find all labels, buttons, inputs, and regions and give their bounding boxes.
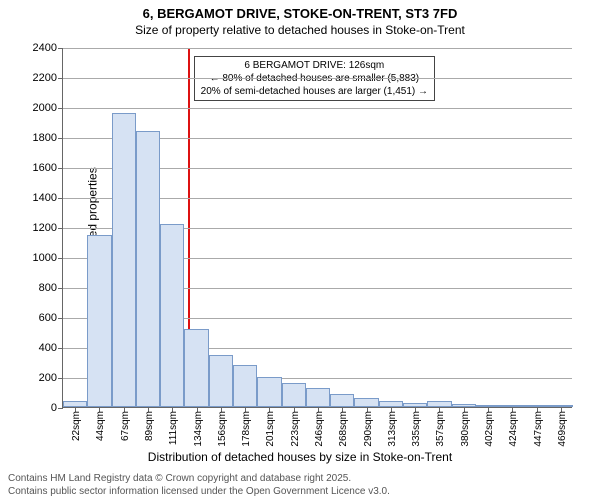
histogram-bar [160, 224, 184, 407]
xtick-label: 357sqm [435, 411, 446, 447]
ytick-mark [58, 288, 63, 289]
xtick-label: 313sqm [387, 411, 398, 447]
gridline [63, 48, 572, 49]
ytick-label: 1400 [33, 192, 57, 204]
annotation-line3: 20% of semi-detached houses are larger (… [201, 85, 428, 98]
xtick-label: 380sqm [460, 411, 471, 447]
title-block: 6, BERGAMOT DRIVE, STOKE-ON-TRENT, ST3 7… [0, 0, 600, 37]
xtick-label: 67sqm [120, 411, 131, 441]
ytick-label: 2400 [33, 42, 57, 54]
ytick-label: 200 [39, 372, 57, 384]
xtick-label: 89sqm [144, 411, 155, 441]
histogram-bar [209, 355, 233, 408]
histogram-bar [282, 383, 306, 407]
title-main: 6, BERGAMOT DRIVE, STOKE-ON-TRENT, ST3 7… [0, 6, 600, 21]
xtick-label: 402sqm [484, 411, 495, 447]
ytick-mark [58, 408, 63, 409]
x-axis-label: Distribution of detached houses by size … [0, 450, 600, 464]
xtick-label: 469sqm [557, 411, 568, 447]
ytick-mark [58, 138, 63, 139]
xtick-label: 424sqm [508, 411, 519, 447]
ytick-mark [58, 378, 63, 379]
histogram-bar [257, 377, 281, 407]
ytick-label: 400 [39, 342, 57, 354]
ytick-mark [58, 348, 63, 349]
xtick-label: 201sqm [265, 411, 276, 447]
chart-container: 6, BERGAMOT DRIVE, STOKE-ON-TRENT, ST3 7… [0, 0, 600, 500]
footer-line1: Contains HM Land Registry data © Crown c… [8, 472, 390, 485]
xtick-label: 134sqm [193, 411, 204, 447]
footer-line2: Contains public sector information licen… [8, 485, 390, 498]
xtick-label: 44sqm [95, 411, 106, 441]
histogram-bar [330, 394, 354, 408]
ytick-mark [58, 318, 63, 319]
histogram-bar [136, 131, 160, 407]
xtick-label: 111sqm [168, 411, 179, 445]
ytick-label: 1800 [33, 132, 57, 144]
ytick-label: 1600 [33, 162, 57, 174]
plot-region: 6 BERGAMOT DRIVE: 126sqm ← 80% of detach… [62, 48, 572, 408]
histogram-bar [354, 398, 378, 407]
ytick-mark [58, 78, 63, 79]
histogram-bar [87, 235, 111, 408]
ytick-label: 1200 [33, 222, 57, 234]
histogram-bar [306, 388, 330, 408]
ytick-mark [58, 258, 63, 259]
xtick-label: 290sqm [363, 411, 374, 447]
xtick-label: 447sqm [533, 411, 544, 447]
xtick-label: 223sqm [290, 411, 301, 447]
ytick-label: 600 [39, 312, 57, 324]
gridline [63, 108, 572, 109]
annotation-line1: 6 BERGAMOT DRIVE: 126sqm [201, 59, 428, 72]
ytick-mark [58, 48, 63, 49]
ytick-mark [58, 108, 63, 109]
xtick-label: 156sqm [217, 411, 228, 447]
histogram-bar [233, 365, 257, 407]
xtick-label: 246sqm [314, 411, 325, 447]
title-sub: Size of property relative to detached ho… [0, 23, 600, 37]
ytick-mark [58, 198, 63, 199]
gridline [63, 78, 572, 79]
ytick-mark [58, 168, 63, 169]
xtick-label: 268sqm [338, 411, 349, 447]
xtick-label: 22sqm [71, 411, 82, 441]
histogram-bar [184, 329, 208, 407]
ytick-mark [58, 228, 63, 229]
ytick-label: 0 [51, 402, 57, 414]
xtick-label: 178sqm [241, 411, 252, 447]
ytick-label: 2000 [33, 102, 57, 114]
ytick-label: 1000 [33, 252, 57, 264]
ytick-label: 800 [39, 282, 57, 294]
chart-area: 6 BERGAMOT DRIVE: 126sqm ← 80% of detach… [62, 48, 572, 408]
ytick-label: 2200 [33, 72, 57, 84]
xtick-label: 335sqm [411, 411, 422, 447]
footer: Contains HM Land Registry data © Crown c… [8, 472, 390, 498]
histogram-bar [112, 113, 136, 407]
